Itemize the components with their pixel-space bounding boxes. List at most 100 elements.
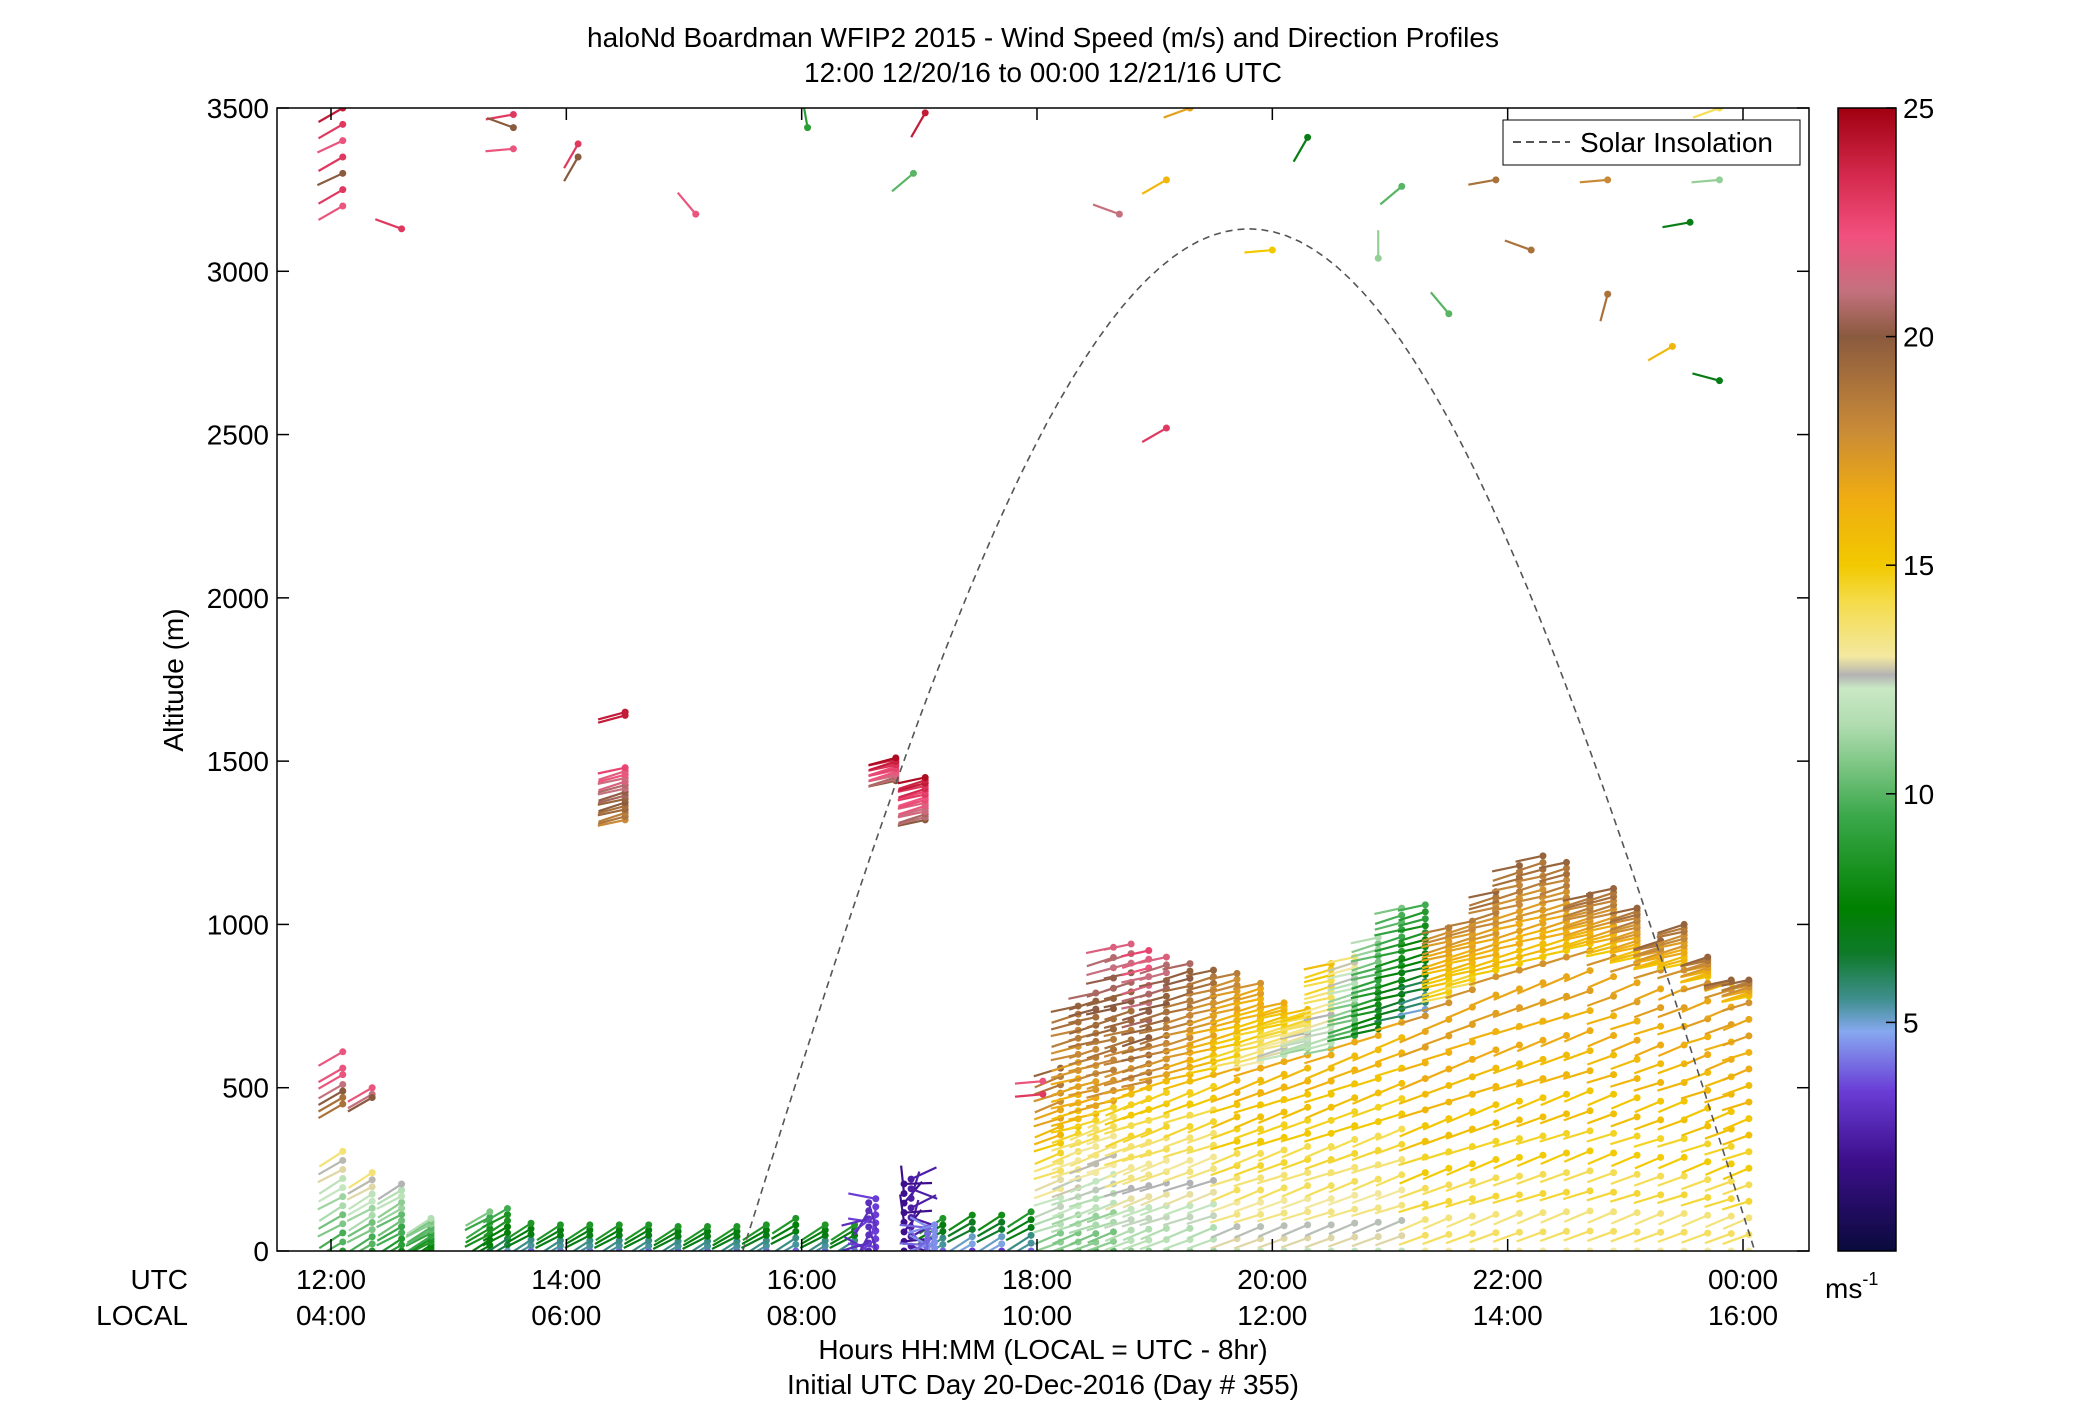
wind-barb-dot	[1704, 1051, 1712, 1059]
wind-barb	[536, 1223, 562, 1242]
wind-barb-dot	[1257, 990, 1265, 998]
wind-barb	[1233, 992, 1261, 1002]
wind-barb	[1609, 916, 1638, 925]
wind-barb	[1493, 1156, 1520, 1170]
wind-barb-dot	[1233, 1113, 1241, 1121]
wind-barb	[597, 773, 626, 783]
wind-barb-dot	[1492, 950, 1500, 958]
wind-barb	[1493, 1100, 1520, 1114]
wind-barb-dot	[1492, 1064, 1500, 1072]
wind-barb-dot	[1057, 1131, 1065, 1139]
wind-barb	[1429, 291, 1450, 315]
wind-barb-dot	[1057, 1106, 1065, 1114]
wind-barb	[969, 1250, 973, 1251]
wind-barb	[1444, 920, 1473, 929]
wind-barb	[1374, 1204, 1403, 1215]
wind-barb	[1468, 1030, 1497, 1041]
wind-barb	[1468, 911, 1497, 923]
wind-barb	[1540, 1093, 1567, 1107]
colorbar-tick-label: 20	[1903, 322, 1934, 353]
wind-barb	[897, 799, 926, 809]
wind-barb-dot	[339, 1094, 347, 1102]
wind-barb	[1234, 1115, 1261, 1129]
wind-barb	[1074, 1249, 1079, 1251]
wind-barb	[1257, 1199, 1285, 1212]
wind-barb	[1257, 1036, 1285, 1048]
wind-barb	[1539, 1171, 1567, 1184]
wind-barb	[1121, 1080, 1150, 1089]
wind-barb-dot	[1186, 974, 1194, 982]
wind-barb-dot	[1162, 961, 1170, 969]
wind-barb	[1374, 921, 1403, 931]
wind-barb-dot	[1586, 1087, 1594, 1095]
wind-barb	[1007, 1210, 1032, 1228]
wind-barb	[897, 782, 926, 792]
wind-barb	[1034, 1152, 1061, 1165]
wind-barb	[1492, 1137, 1520, 1148]
wind-barb-dot	[1468, 1212, 1476, 1220]
wind-barb	[1257, 1026, 1285, 1037]
wind-barb	[1139, 1148, 1167, 1159]
wind-barb	[1162, 1051, 1191, 1060]
wind-barb-dot	[762, 1231, 770, 1239]
wind-barb	[1162, 1058, 1191, 1070]
wind-barb	[1374, 1112, 1403, 1124]
wind-barb-dot	[339, 1064, 347, 1072]
y-axis-label: Altitude (m)	[158, 608, 189, 751]
wind-barb	[1445, 928, 1473, 938]
wind-barb-dot	[1027, 1216, 1035, 1224]
wind-barb	[1104, 1166, 1132, 1180]
wind-barb-dot	[1374, 1001, 1382, 1009]
wind-barb	[597, 714, 626, 724]
wind-barb	[1104, 1103, 1132, 1117]
wind-barb	[1186, 1249, 1190, 1251]
wind-barb	[1445, 1197, 1473, 1208]
wind-barb-dot	[1162, 1190, 1170, 1198]
wind-barb	[317, 1222, 344, 1238]
wind-barb-dot	[1539, 852, 1547, 860]
wind-barb	[1515, 1077, 1544, 1088]
wind-barb	[653, 1230, 679, 1247]
wind-barb-dot	[1563, 888, 1570, 896]
wind-barb	[464, 1216, 491, 1232]
wind-barb-dot	[1633, 904, 1641, 912]
wind-barb-dot	[339, 202, 347, 210]
wind-barb-dot	[1727, 1230, 1735, 1238]
wind-barb	[317, 1083, 344, 1100]
wind-barb-dot	[674, 1223, 682, 1231]
wind-barb	[1186, 1108, 1214, 1120]
wind-barb	[1492, 871, 1520, 882]
wind-barb	[1492, 949, 1520, 961]
wind-barb-dot	[762, 1237, 770, 1245]
wind-barb-dot	[1745, 976, 1753, 984]
wind-barb-dot	[1421, 1247, 1429, 1251]
wind-barb	[1397, 938, 1426, 948]
wind-barb	[1280, 1037, 1308, 1047]
wind-barb	[1304, 1158, 1332, 1171]
x-axis: 12:0004:0014:0006:0016:0008:0018:0010:00…	[296, 108, 1778, 1331]
wind-barb	[1086, 1048, 1114, 1060]
wind-barb-dot	[1539, 1036, 1547, 1044]
wind-barb	[1162, 999, 1191, 1009]
wind-barb	[1704, 1145, 1732, 1156]
wind-barb	[1492, 929, 1520, 941]
wind-barb-dot	[921, 773, 929, 781]
wind-barb	[1515, 1192, 1544, 1203]
wind-barb	[1516, 981, 1544, 995]
wind-barb-dot	[1563, 1227, 1570, 1235]
wind-barb-dot	[1633, 1113, 1641, 1121]
wind-barb-dot	[1745, 1032, 1753, 1040]
wind-barb	[1327, 1003, 1355, 1012]
wind-barb	[482, 1207, 509, 1224]
wind-barb-dot	[1351, 979, 1359, 987]
wind-barb-dot	[1057, 1229, 1065, 1237]
wind-barb	[1327, 971, 1355, 980]
wind-barb-dot	[1539, 1132, 1547, 1140]
wind-barb-dot	[339, 1238, 347, 1246]
wind-barb-dot	[1586, 1187, 1594, 1195]
wind-barb	[340, 1250, 343, 1251]
wind-barb	[1014, 1093, 1043, 1098]
wind-barb	[976, 1228, 1003, 1244]
wind-barb-dot	[1680, 1228, 1688, 1236]
